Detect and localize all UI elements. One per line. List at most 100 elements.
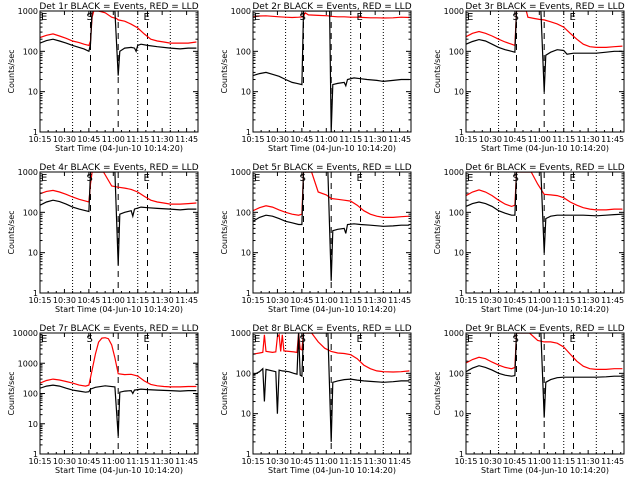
y-tick-label: 1 [246, 128, 251, 137]
y-axis-label: Counts/sec [433, 49, 442, 93]
panel-title: Det 4r BLACK = Events, RED = LLD [39, 163, 198, 173]
x-tick-label: 10:30 [53, 457, 76, 466]
y-tick-label: 1 [246, 450, 251, 459]
x-tick-label: 11:15 [126, 457, 149, 466]
x-tick-label: 10:15 [28, 296, 51, 305]
y-tick-label: 1 [33, 450, 38, 459]
x-axis-label: Start Time (04-Jun-10 10:14:20) [481, 466, 609, 475]
panel-title: Det 2r BLACK = Events, RED = LLD [252, 2, 411, 12]
x-tick-label: 11:15 [552, 296, 575, 305]
plot-frame [465, 171, 625, 294]
end-marker-label: E [570, 334, 576, 345]
x-tick-label: 10:30 [266, 135, 289, 144]
y-tick-label: 1000 [444, 329, 464, 338]
series-events-line [466, 333, 623, 418]
y-tick-label: 1 [459, 128, 464, 137]
panel-title: Det 3r BLACK = Events, RED = LLD [465, 2, 624, 12]
start-marker-label: S [299, 334, 305, 345]
plot-frame [39, 10, 199, 133]
x-tick-label: 11:00 [315, 296, 338, 305]
end-marker-label: E [357, 12, 363, 23]
x-tick-label: 11:15 [339, 135, 362, 144]
x-tick-label: 11:45 [601, 296, 624, 305]
y-tick-label: 100 [23, 208, 38, 217]
x-tick-label: 10:30 [53, 296, 76, 305]
x-tick-label: 10:15 [454, 296, 477, 305]
x-tick-label: 11:45 [601, 135, 624, 144]
series-events-line [466, 11, 623, 92]
series-lld-line [40, 172, 197, 205]
x-tick-label: 10:45 [77, 457, 100, 466]
y-tick-label: 100 [23, 390, 38, 399]
series-lld-line [253, 333, 410, 373]
x-tick-label: 11:15 [552, 135, 575, 144]
start-marker-label: S [512, 334, 518, 345]
x-tick-label: 11:30 [364, 135, 387, 144]
x-tick-label: 11:45 [175, 457, 198, 466]
start-marker-label: S [86, 12, 92, 23]
series-events-line [40, 172, 197, 265]
x-tick-label: 11:30 [151, 296, 174, 305]
x-tick-label: 10:45 [290, 296, 313, 305]
x-tick-label: 10:45 [503, 135, 526, 144]
x-tick-label: 11:30 [577, 457, 600, 466]
series-lld-line [253, 172, 410, 218]
y-axis-label: Counts/sec [220, 49, 229, 93]
y-tick-label: 10 [28, 88, 38, 97]
end-marker-label: E [570, 12, 576, 23]
x-tick-label: 11:45 [175, 296, 198, 305]
start-marker-label: S [299, 173, 305, 184]
x-tick-label: 10:15 [28, 457, 51, 466]
y-tick-label: 1000 [231, 329, 251, 338]
start-marker-label: S [512, 12, 518, 23]
y-tick-label: 1000 [231, 168, 251, 177]
x-tick-label: 11:30 [151, 457, 174, 466]
x-tick-label: 10:15 [241, 457, 264, 466]
end-marker-label: E [357, 334, 363, 345]
y-axis-label: Counts/sec [220, 371, 229, 415]
x-tick-label: 10:15 [28, 135, 51, 144]
y-tick-label: 1000 [18, 359, 38, 368]
x-tick-label: 11:30 [364, 457, 387, 466]
x-tick-label: 11:00 [528, 296, 551, 305]
panel-title: Det 1r BLACK = Events, RED = LLD [39, 2, 198, 12]
x-tick-label: 10:45 [503, 457, 526, 466]
x-tick-label: 10:45 [290, 457, 313, 466]
end-marker-label: E [144, 334, 150, 345]
plot-frame [465, 332, 625, 455]
plot-frame [252, 332, 412, 455]
x-tick-label: 11:30 [577, 296, 600, 305]
x-tick-label: 11:00 [315, 135, 338, 144]
y-tick-label: 1000 [18, 7, 38, 16]
end-marker-label: E [570, 173, 576, 184]
y-tick-label: 1 [459, 289, 464, 298]
plot-frame [465, 10, 625, 133]
x-tick-label: 11:00 [528, 457, 551, 466]
x-tick-label: 10:15 [454, 135, 477, 144]
x-tick-label: 11:15 [126, 296, 149, 305]
panel-title: Det 9r BLACK = Events, RED = LLD [465, 324, 624, 334]
y-tick-label: 100 [236, 208, 251, 217]
x-tick-label: 10:45 [77, 135, 100, 144]
series-events-line [40, 11, 197, 76]
y-axis-label: Counts/sec [220, 210, 229, 254]
end-marker-label: E [357, 173, 363, 184]
x-axis-label: Start Time (04-Jun-10 10:14:20) [55, 305, 183, 314]
x-tick-label: 11:45 [388, 135, 411, 144]
x-tick-label: 10:30 [479, 296, 502, 305]
x-tick-label: 11:15 [339, 296, 362, 305]
edge-marker-label: E [467, 173, 473, 184]
x-tick-label: 11:00 [102, 135, 125, 144]
start-marker-label: S [86, 334, 92, 345]
y-tick-label: 1000 [444, 7, 464, 16]
y-tick-label: 10 [454, 88, 464, 97]
panel-title: Det 7r BLACK = Events, RED = LLD [39, 324, 198, 334]
x-axis-label: Start Time (04-Jun-10 10:14:20) [268, 305, 396, 314]
y-tick-label: 10 [454, 410, 464, 419]
y-axis-label: Counts/sec [7, 371, 16, 415]
y-tick-label: 100 [236, 369, 251, 378]
